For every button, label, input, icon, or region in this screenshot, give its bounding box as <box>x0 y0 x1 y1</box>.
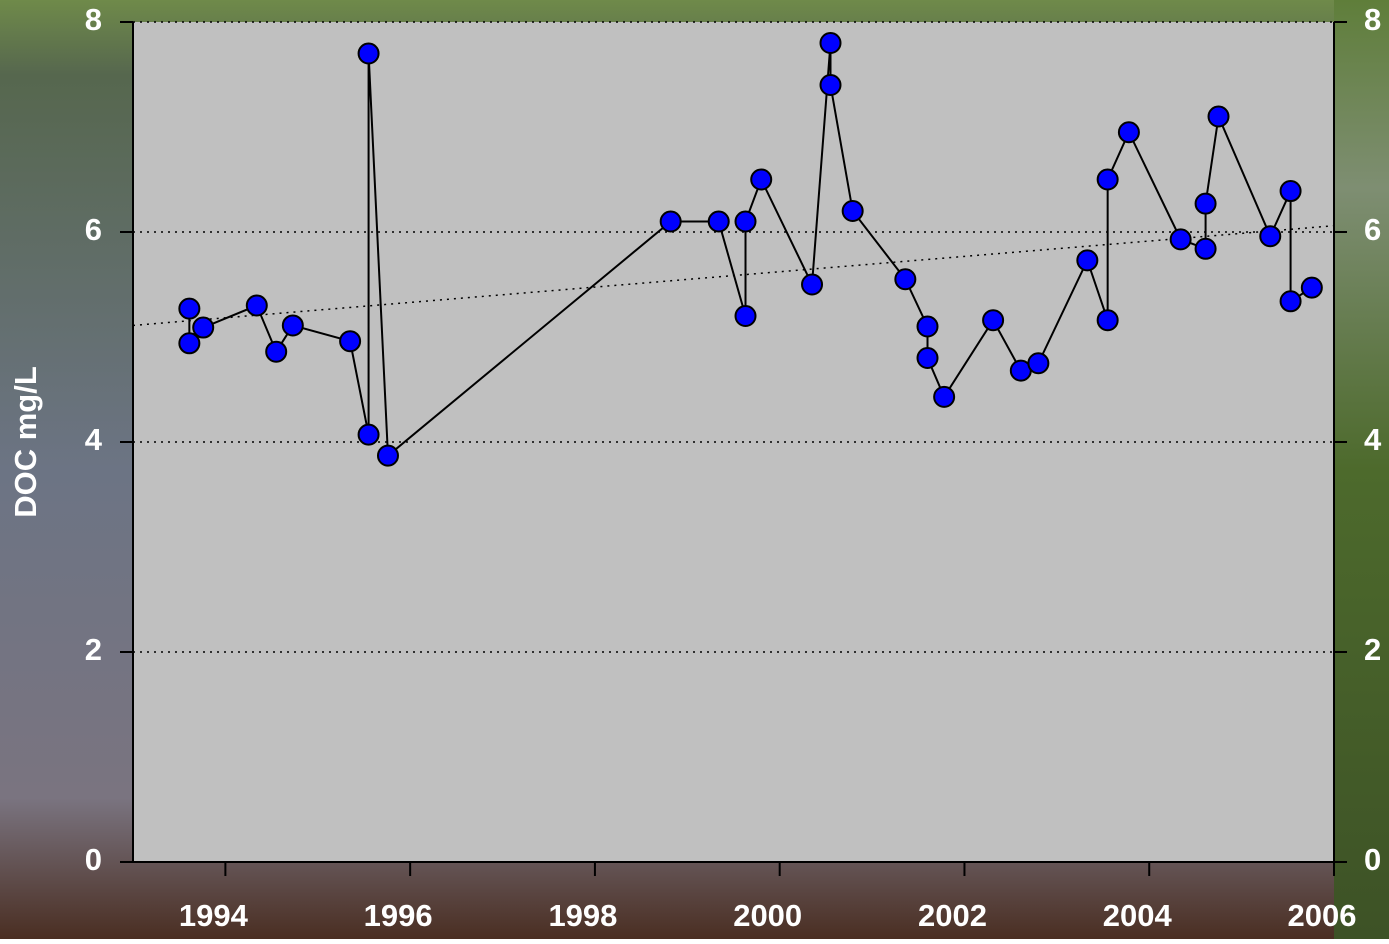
y2-tick-label: 0 <box>1364 842 1381 877</box>
point <box>1169 228 1192 251</box>
point <box>1207 105 1230 128</box>
point <box>916 347 939 369</box>
x-tick-label: 2000 <box>733 898 802 933</box>
y-tick-label: 2 <box>85 632 102 667</box>
point <box>1300 276 1323 299</box>
point <box>801 273 824 296</box>
y-tick-label: 4 <box>85 422 103 457</box>
x-tick-label: 1996 <box>364 898 433 933</box>
point <box>1117 121 1140 144</box>
background-right <box>1334 0 1389 939</box>
point <box>339 330 362 353</box>
y2-tick-label: 6 <box>1364 212 1381 247</box>
x-tick-label: 1994 <box>179 898 249 933</box>
point <box>659 210 682 233</box>
point <box>357 423 380 446</box>
point <box>245 294 268 317</box>
point <box>819 32 842 54</box>
point <box>192 316 215 339</box>
point <box>841 200 864 222</box>
point <box>734 305 757 327</box>
point <box>1096 168 1119 191</box>
point <box>178 332 201 355</box>
point <box>933 385 956 408</box>
point <box>357 42 380 65</box>
x-tick-label: 2006 <box>1288 898 1357 933</box>
y-tick-label: 6 <box>85 212 102 247</box>
y2-tick-label: 8 <box>1364 2 1381 37</box>
point <box>1194 192 1217 215</box>
y2-tick-label: 2 <box>1364 632 1381 667</box>
point <box>916 315 939 338</box>
y-tick-label: 0 <box>85 842 102 877</box>
point <box>1027 352 1050 375</box>
y-axis-label: DOC mg/L <box>8 366 43 518</box>
point <box>281 314 304 337</box>
x-tick-label: 2002 <box>918 898 987 933</box>
point <box>750 168 773 191</box>
point <box>178 297 201 320</box>
point <box>982 309 1005 332</box>
point <box>894 268 917 291</box>
point <box>376 444 399 467</box>
x-tick-label: 1998 <box>548 898 617 933</box>
point <box>1076 249 1099 272</box>
x-tick-label: 2004 <box>1103 898 1173 933</box>
point <box>707 210 730 233</box>
plot-area <box>133 22 1334 862</box>
point <box>1259 225 1282 248</box>
point <box>265 340 288 363</box>
y2-tick-label: 4 <box>1364 422 1382 457</box>
point <box>1279 290 1302 313</box>
point <box>734 210 757 233</box>
point <box>1194 237 1217 260</box>
point <box>1096 309 1119 332</box>
point <box>1279 180 1302 203</box>
point <box>819 74 842 96</box>
y-tick-label: 8 <box>85 2 102 37</box>
plot: 0 0 2 2 4 4 6 6 8 8 1994 1996 1998 2000 2002 2004 2006 <box>85 2 1382 933</box>
